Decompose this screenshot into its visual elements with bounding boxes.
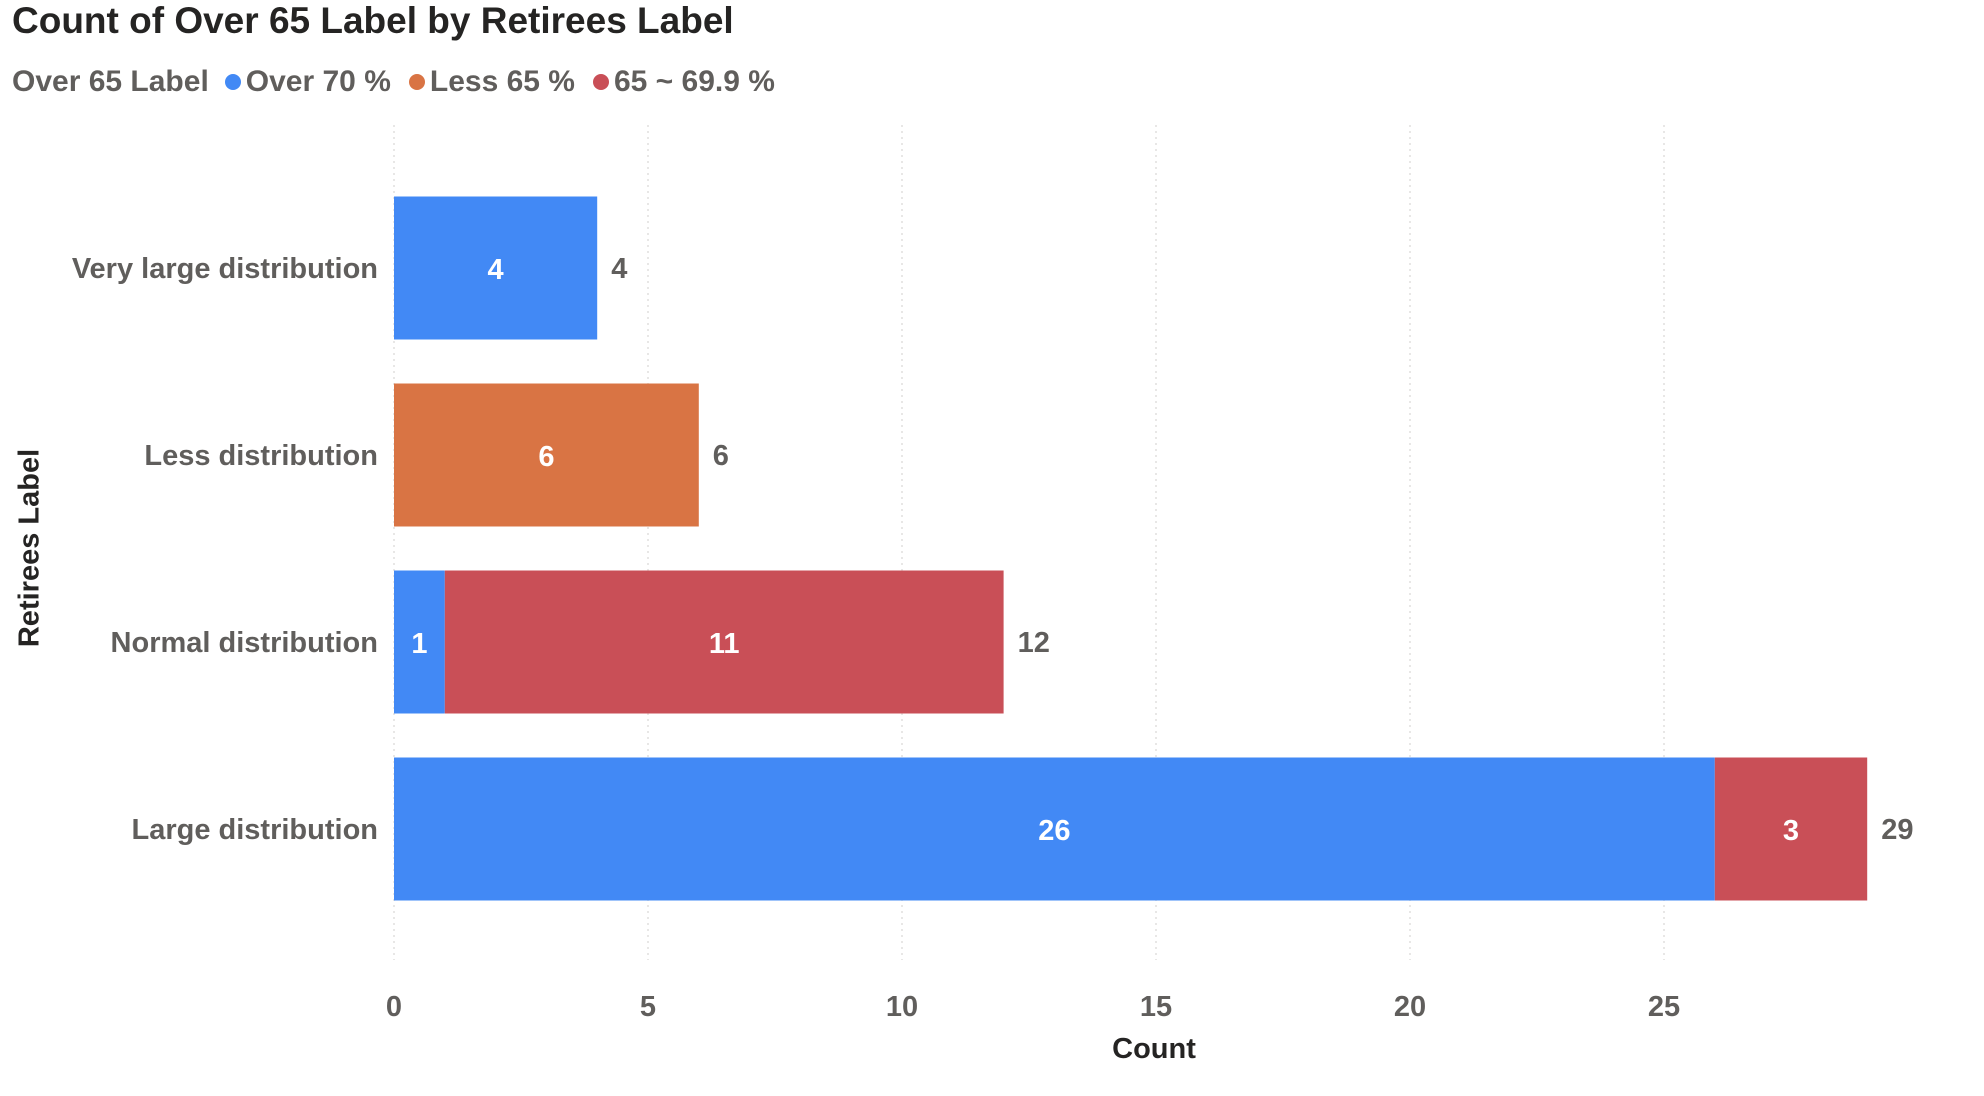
data-label: 26 — [1038, 815, 1070, 847]
chart-title: Count of Over 65 Label by Retirees Label — [12, 0, 734, 41]
data-label: 6 — [538, 441, 554, 473]
total-label: 29 — [1881, 814, 1913, 846]
legend-item-over-70[interactable]: Over 70 % — [224, 65, 391, 99]
data-label: 11 — [709, 628, 740, 660]
x-tick-label: 10 — [886, 991, 918, 1023]
legend-label: 65 ~ 69.9 % — [613, 65, 775, 98]
total-label: 4 — [611, 253, 627, 285]
category-label: Less distribution — [144, 440, 378, 472]
legend-dot-icon — [408, 74, 425, 90]
legend-label: Less 65 % — [429, 65, 575, 98]
data-label: 1 — [411, 628, 427, 660]
legend: Over 65 Label Over 70 % Less 65 % 65 ~ 6… — [12, 62, 793, 102]
bar-segment[interactable] — [1714, 757, 1868, 901]
total-label: 6 — [713, 440, 729, 472]
legend-item-65-69[interactable]: 65 ~ 69.9 % — [592, 65, 775, 99]
bar-segment[interactable] — [394, 383, 699, 527]
legend-item-less-65[interactable]: Less 65 % — [408, 65, 575, 99]
category-label: Very large distribution — [72, 253, 378, 285]
total-label: 12 — [1018, 627, 1050, 659]
category-label: Large distribution — [132, 814, 379, 846]
data-label: 3 — [1783, 815, 1799, 847]
x-axis-title: Count — [1112, 1033, 1196, 1065]
bar-segment[interactable] — [444, 570, 1004, 714]
legend-label: Over 70 % — [245, 65, 391, 98]
bar-segment[interactable] — [394, 757, 1715, 901]
x-tick-label: 20 — [1394, 991, 1426, 1023]
legend-dot-icon — [592, 74, 609, 90]
data-label: 4 — [488, 254, 504, 286]
bar-segment[interactable] — [394, 196, 598, 340]
legend-title: Over 65 Label — [12, 65, 209, 98]
bar-segment[interactable] — [394, 570, 445, 714]
x-tick-label: 25 — [1648, 991, 1680, 1023]
category-label: Normal distribution — [111, 627, 378, 659]
x-tick-label: 0 — [386, 991, 402, 1023]
x-tick-label: 5 — [640, 991, 656, 1023]
legend-dot-icon — [224, 74, 241, 90]
x-tick-label: 15 — [1140, 991, 1172, 1023]
